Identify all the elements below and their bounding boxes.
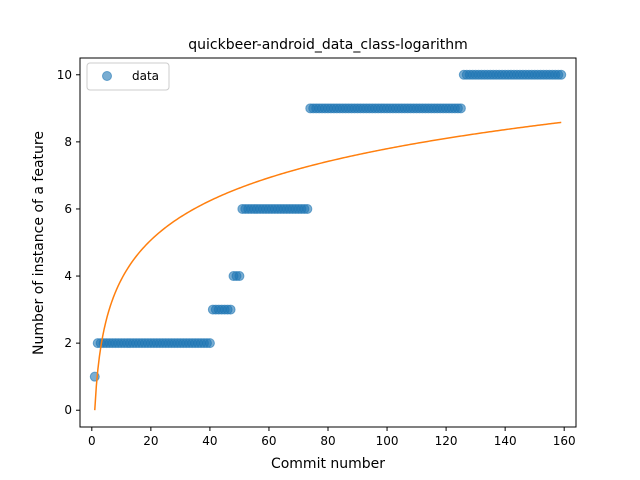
y-tick-label: 6 bbox=[64, 202, 72, 216]
x-tick-label: 140 bbox=[494, 434, 517, 448]
x-tick-label: 120 bbox=[435, 434, 458, 448]
legend: data bbox=[86, 62, 170, 91]
x-tick-label: 160 bbox=[553, 434, 576, 448]
legend-box bbox=[86, 62, 170, 91]
y-tick-label: 0 bbox=[64, 403, 72, 417]
legend-label-data: data bbox=[132, 69, 159, 83]
legend-marker-data bbox=[102, 71, 112, 81]
y-tick-label: 10 bbox=[57, 68, 72, 82]
x-tick-label: 20 bbox=[143, 434, 158, 448]
x-axis-label: Commit number bbox=[271, 456, 385, 472]
chart-title: quickbeer-android_data_class-logarithm bbox=[188, 37, 468, 53]
x-tick-label: 0 bbox=[88, 434, 96, 448]
y-tick-label: 4 bbox=[64, 269, 72, 283]
fit-line bbox=[94, 121, 562, 411]
data-point bbox=[302, 203, 313, 214]
data-point bbox=[225, 304, 236, 315]
data-point bbox=[234, 271, 245, 282]
x-tick-label: 80 bbox=[320, 434, 335, 448]
y-axis-label: Number of instance of a feature bbox=[31, 131, 47, 355]
y-axis-ticks: 0 2 4 6 8 10 bbox=[57, 68, 80, 417]
y-tick-label: 8 bbox=[64, 135, 72, 149]
data-point bbox=[556, 69, 567, 80]
x-tick-label: 40 bbox=[202, 434, 217, 448]
data-point bbox=[204, 338, 215, 349]
x-axis-ticks: 0 20 40 60 80 100 120 140 160 bbox=[88, 427, 576, 448]
y-tick-label: 2 bbox=[64, 336, 72, 350]
data-point bbox=[455, 103, 466, 114]
plot-area bbox=[89, 69, 567, 411]
x-tick-label: 60 bbox=[261, 434, 276, 448]
x-tick-label: 100 bbox=[376, 434, 399, 448]
